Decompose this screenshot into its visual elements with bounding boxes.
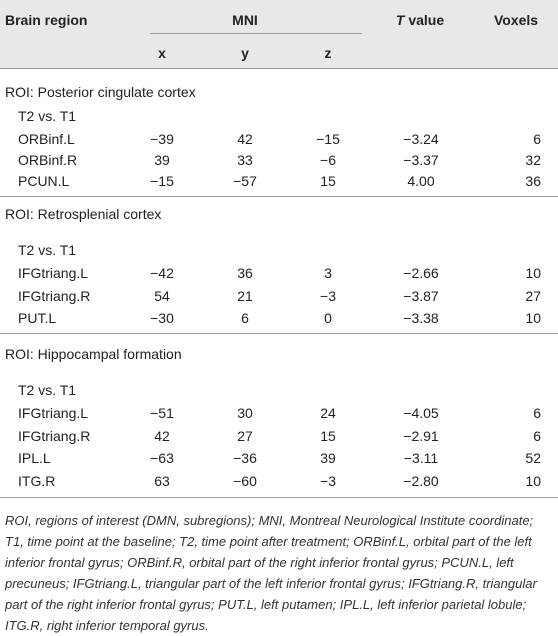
mni-z: 15 — [320, 427, 336, 444]
section-title: ROI: Retrosplenial cortex — [5, 206, 162, 222]
mni-x: −51 — [150, 405, 174, 421]
voxels: 10 — [525, 265, 541, 281]
t-value: −2.66 — [403, 265, 439, 281]
header-voxels: Voxels — [493, 12, 539, 28]
mni-x: −42 — [150, 265, 174, 281]
voxels: 10 — [525, 473, 541, 490]
mni-y: 30 — [237, 405, 253, 421]
voxels: 32 — [525, 152, 541, 168]
mni-z: 0 — [324, 310, 332, 326]
mni-y: −36 — [233, 450, 257, 467]
region: ORBinf.L — [18, 131, 75, 147]
mni-z: 3 — [324, 265, 332, 281]
comparison: T2 vs. T1 — [18, 242, 77, 258]
comparison: T2 vs. T1 — [18, 108, 77, 124]
mni-y: 21 — [237, 287, 253, 304]
t-value: −3.38 — [403, 310, 439, 326]
voxels: 36 — [525, 173, 541, 189]
t-value: −2.91 — [403, 427, 439, 444]
t-value: −3.37 — [403, 152, 439, 168]
voxels: 52 — [525, 450, 541, 467]
mni-x: −63 — [150, 450, 174, 467]
header-z: z — [324, 45, 332, 61]
mni-z: 15 — [320, 173, 336, 189]
mni-x: 54 — [154, 287, 170, 304]
mni-x: 42 — [154, 427, 170, 444]
t-value: −2.80 — [403, 473, 439, 490]
region: IFGtriang.R — [18, 287, 91, 304]
mni-y: 6 — [241, 310, 249, 326]
voxels: 6 — [533, 405, 541, 421]
mni-x: −15 — [150, 173, 174, 189]
t-value: −4.05 — [403, 405, 439, 421]
mni-y: 27 — [237, 427, 253, 444]
mni-z: −15 — [316, 131, 340, 147]
region: IFGtriang.L — [18, 405, 89, 421]
section-rule — [0, 497, 558, 498]
t-value: 4.00 — [407, 173, 435, 189]
region: ORBinf.R — [18, 152, 78, 168]
header-rule — [0, 68, 558, 69]
mni-z: 39 — [320, 450, 336, 467]
t-value: −3.24 — [403, 131, 439, 147]
t-value: −3.11 — [403, 450, 439, 467]
mni-y: 33 — [237, 152, 253, 168]
region: ITG.R — [18, 473, 56, 490]
mni-y: −60 — [233, 473, 257, 490]
mni-z: 24 — [320, 405, 336, 421]
section-title: ROI: Hippocampal formation — [5, 346, 182, 362]
footnote: ROI, regions of interest (DMN, subregion… — [5, 513, 537, 633]
region: IPL.L — [18, 450, 51, 467]
voxels: 6 — [533, 427, 541, 444]
header-y: y — [241, 45, 249, 61]
mni-x: 63 — [154, 473, 170, 490]
comparison: T2 vs. T1 — [18, 382, 77, 398]
mni-x: 39 — [154, 152, 170, 168]
mni-y: 36 — [237, 265, 253, 281]
region: IFGtriang.L — [18, 265, 89, 281]
section-rule — [0, 196, 558, 197]
mni-z: −3 — [320, 287, 336, 304]
mni-z: −3 — [320, 473, 336, 490]
header-region: Brain region — [5, 12, 88, 28]
voxels: 27 — [525, 287, 541, 304]
header-t-value: T value — [396, 12, 444, 28]
voxels: 6 — [533, 131, 541, 147]
mni-x: −39 — [150, 131, 174, 147]
mni-y: −57 — [233, 173, 257, 189]
header-background — [0, 0, 558, 68]
region: IFGtriang.R — [18, 427, 91, 444]
t-value: −3.87 — [403, 287, 439, 304]
region: PCUN.L — [18, 173, 70, 189]
mni-x: −30 — [150, 310, 174, 326]
mni-rule — [150, 33, 362, 34]
region: PUT.L — [18, 310, 57, 326]
header-mni: MNI — [232, 12, 258, 28]
section-rule — [0, 333, 558, 334]
mni-y: 42 — [237, 131, 253, 147]
voxels: 10 — [525, 310, 541, 326]
t-value-text: T value — [395, 12, 445, 28]
header-x: x — [158, 45, 166, 61]
mni-z: −6 — [320, 152, 336, 168]
section-title: ROI: Posterior cingulate cortex — [5, 84, 196, 100]
